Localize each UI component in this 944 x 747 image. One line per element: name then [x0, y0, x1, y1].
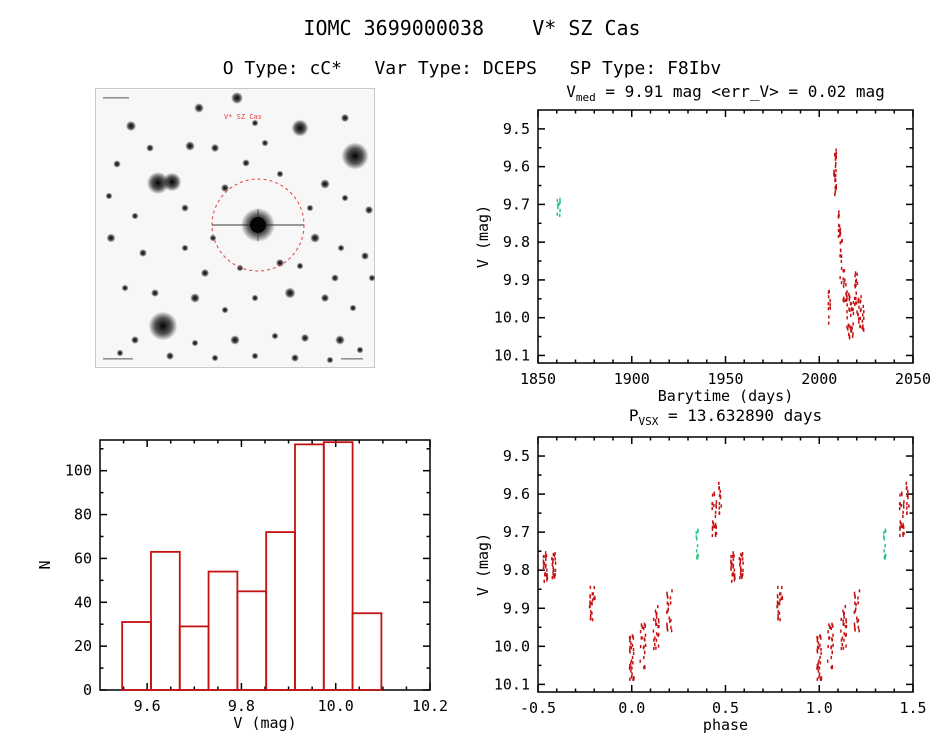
svg-text:9.6: 9.6 [134, 697, 161, 715]
star-field [105, 92, 375, 364]
svg-text:1.0: 1.0 [806, 699, 833, 717]
svg-text:1950: 1950 [707, 370, 743, 388]
x-axis-label: phase [703, 716, 748, 734]
tick-labels: 9.6 9.8 10.0 10.2 0 20 40 60 80 100 [65, 462, 448, 715]
page-subtitle: O Type: cC* Var Type: DCEPS SP Type: F8I… [222, 58, 722, 79]
svg-text:9.9: 9.9 [503, 599, 530, 617]
svg-text:0.0: 0.0 [618, 699, 645, 717]
svg-text:10.0: 10.0 [494, 637, 530, 655]
tick-labels: -0.5 0.0 0.5 1.0 1.5 9.5 9.6 9.7 9.8 9.9 10.0 10.1 [494, 447, 927, 717]
data-points [542, 481, 910, 681]
svg-text:9.8: 9.8 [503, 561, 530, 579]
y-axis-label: V (mag) [474, 533, 492, 596]
svg-text:-0.5: -0.5 [520, 699, 556, 717]
svg-text:100: 100 [65, 462, 92, 480]
magnitude-histogram: 9.6 9.8 10.0 10.2 0 20 40 60 80 100 V (mag) N [36, 439, 448, 732]
svg-text:10.0: 10.0 [318, 697, 354, 715]
svg-text:9.7: 9.7 [503, 523, 530, 541]
svg-text:40: 40 [74, 593, 92, 611]
svg-text:10.1: 10.1 [494, 346, 530, 364]
svg-text:9.8: 9.8 [503, 233, 530, 251]
svg-text:2050: 2050 [895, 370, 931, 388]
svg-text:9.6: 9.6 [503, 485, 530, 503]
svg-text:0: 0 [83, 681, 92, 699]
svg-text:9.5: 9.5 [503, 447, 530, 465]
svg-text:10.1: 10.1 [494, 675, 530, 693]
target-circle [211, 178, 305, 272]
y-axis-label: V (mag) [474, 205, 492, 268]
svg-text:20: 20 [74, 637, 92, 655]
svg-text:1850: 1850 [520, 370, 556, 388]
tick-labels: 1850 1900 1950 2000 2050 9.5 9.6 9.7 9.8 9.9 10.0 1… [494, 120, 931, 388]
svg-text:9.8: 9.8 [228, 697, 255, 715]
annotation-mark [103, 358, 133, 360]
target-label: V* SZ Cas [224, 113, 262, 121]
svg-text:9.5: 9.5 [503, 120, 530, 138]
annotation-mark [341, 358, 363, 360]
annotation-mark [103, 97, 129, 99]
axes [537, 109, 914, 364]
svg-text:10.0: 10.0 [494, 309, 530, 327]
finder-chart-image: V* SZ Cas [95, 88, 375, 368]
chart-title: Vmed = 9.91 mag <err_V> = 0.02 mag [566, 82, 885, 104]
chart-title: PVSX = 13.632890 days [629, 406, 822, 428]
x-axis-label: V (mag) [233, 714, 296, 732]
svg-text:9.7: 9.7 [503, 195, 530, 213]
lightcurve-plot: 1850 1900 1950 2000 2050 9.5 9.6 9.7 9.8 9.9 10.0 1… [474, 82, 931, 405]
phase-folded-plot: -0.5 0.0 0.5 1.0 1.5 9.5 9.6 9.7 9.8 9.9 10.0 10.1 p… [474, 406, 927, 734]
svg-text:2000: 2000 [801, 370, 837, 388]
data-points [556, 148, 865, 340]
axes [537, 436, 914, 693]
data-points [121, 441, 383, 691]
svg-text:1900: 1900 [614, 370, 650, 388]
x-axis-label: Barytime (days) [658, 387, 793, 405]
y-axis-label: N [36, 560, 54, 569]
svg-text:80: 80 [74, 506, 92, 524]
svg-text:1.5: 1.5 [899, 699, 926, 717]
svg-text:0.5: 0.5 [712, 699, 739, 717]
svg-text:9.6: 9.6 [503, 158, 530, 176]
page-title: IOMC 3699000038 V* SZ Cas [303, 16, 641, 40]
svg-text:60: 60 [74, 549, 92, 567]
svg-text:9.9: 9.9 [503, 271, 530, 289]
svg-text:10.2: 10.2 [412, 697, 448, 715]
